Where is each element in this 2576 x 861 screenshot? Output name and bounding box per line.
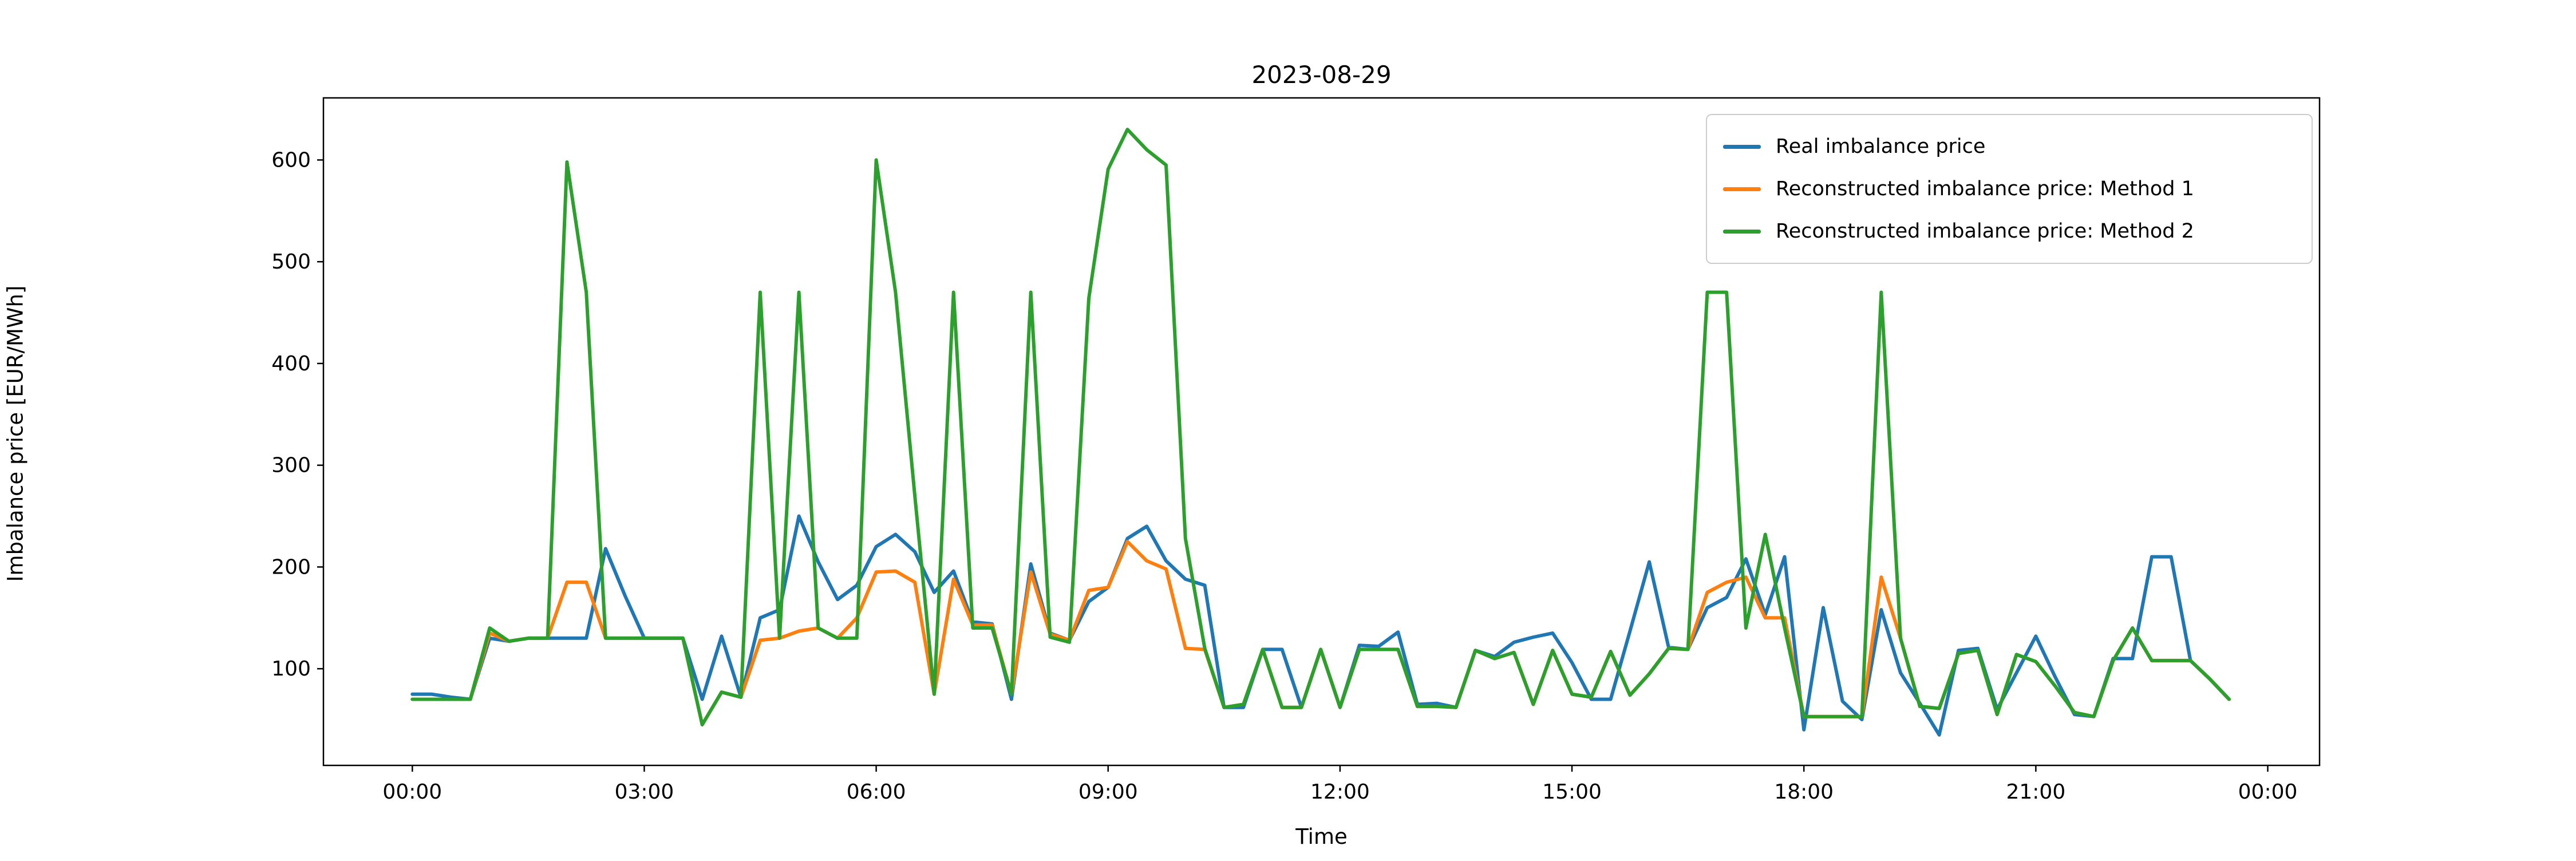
legend-label-real: Real imbalance price — [1776, 135, 1986, 158]
x-tick-label: 15:00 — [1542, 780, 1602, 804]
x-tick-label: 09:00 — [1078, 780, 1138, 804]
x-tick-label: 00:00 — [382, 780, 442, 804]
y-tick-label: 400 — [271, 352, 311, 376]
series-line-2 — [410, 128, 2231, 726]
legend-label-method2: Reconstructed imbalance price: Method 2 — [1776, 220, 2194, 243]
x-tick-label: 06:00 — [847, 780, 906, 804]
legend-item-method1: Reconstructed imbalance price: Method 1 — [1723, 168, 2296, 210]
x-tick-label: 12:00 — [1310, 780, 1370, 804]
y-tick-label: 300 — [271, 454, 311, 477]
x-tick-label: 21:00 — [2006, 780, 2065, 804]
legend-item-method2: Reconstructed imbalance price: Method 2 — [1723, 210, 2296, 252]
y-tick-label: 600 — [271, 148, 311, 172]
x-tick-label: 00:00 — [2238, 780, 2298, 804]
x-tick-label: 03:00 — [615, 780, 674, 804]
legend-item-real: Real imbalance price — [1723, 125, 2296, 168]
legend: Real imbalance price Reconstructed imbal… — [1706, 114, 2313, 264]
legend-line-real-icon — [1723, 144, 1761, 149]
chart-title: 2023-08-29 — [1251, 61, 1392, 89]
x-axis-label: Time — [1295, 824, 1348, 849]
x-tick-label: 18:00 — [1774, 780, 1834, 804]
y-axis-label: Imbalance price [EUR/MWh] — [3, 285, 28, 582]
legend-line-method1-icon — [1723, 187, 1761, 191]
y-tick-label: 100 — [271, 657, 311, 681]
legend-label-method1: Reconstructed imbalance price: Method 1 — [1776, 177, 2194, 200]
y-tick-label: 200 — [271, 555, 311, 579]
y-tick-label: 500 — [271, 250, 311, 274]
legend-line-method2-icon — [1723, 229, 1761, 234]
